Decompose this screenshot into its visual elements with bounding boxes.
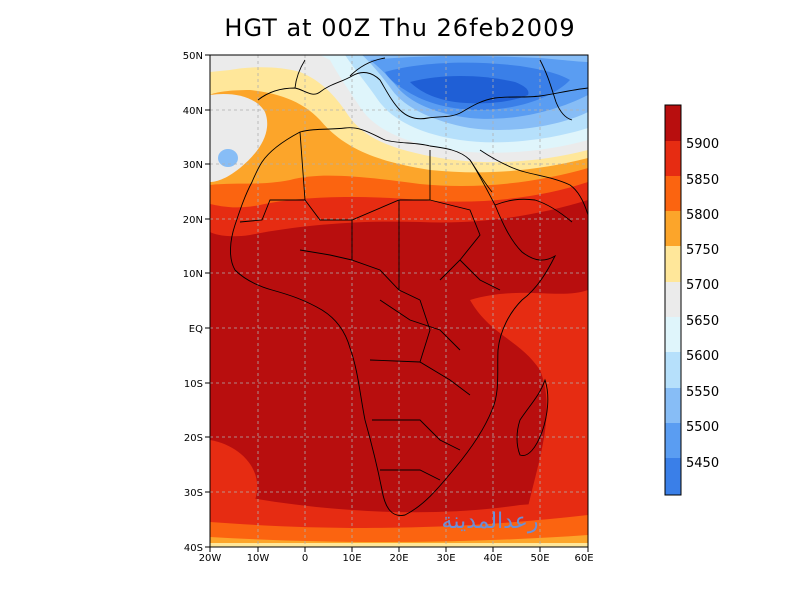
lat-label: 40N <box>183 106 203 117</box>
west-low <box>218 149 238 167</box>
colorbar-swatch <box>665 423 681 458</box>
colorbar-label: 5850 <box>686 173 719 188</box>
colorbar-swatch <box>665 317 681 352</box>
colorbar-swatch <box>665 352 681 388</box>
lon-label: 40E <box>483 553 502 564</box>
colorbar-label: 5500 <box>686 420 719 435</box>
lon-label: 0 <box>302 553 308 564</box>
lon-labels: 20W 10W 0 10E 20E 30E 40E 50E 60E <box>199 553 594 564</box>
colorbar-label: 5900 <box>686 137 719 152</box>
lat-label: EQ <box>189 324 203 335</box>
colorbar: 5450 5500 5550 5600 5650 5700 5750 5800 … <box>664 104 719 496</box>
band-core <box>410 76 529 104</box>
lat-labels: 50N 40N 30N 20N 10N EQ 10S 20S 30S 40S <box>183 51 203 554</box>
colorbar-label: 5700 <box>686 278 719 293</box>
lat-label: 10N <box>183 269 203 280</box>
lat-label: 50N <box>183 51 203 62</box>
lat-label: 10S <box>184 379 203 390</box>
colorbar-frame <box>664 104 682 496</box>
lon-label: 60E <box>574 553 593 564</box>
colorbar-label: 5600 <box>686 349 719 364</box>
ticks <box>205 54 589 552</box>
lat-label: 30N <box>183 160 203 171</box>
lon-label: 20E <box>389 553 408 564</box>
colorbar-swatch <box>665 176 681 211</box>
colorbar-label: 5750 <box>686 243 719 258</box>
lat-label: 40S <box>184 543 203 554</box>
colorbar-label: 5450 <box>686 456 719 471</box>
map-title: HGT at 00Z Thu 26feb2009 <box>224 14 576 42</box>
watermark-text: رعدالمدينة <box>442 509 539 534</box>
colorbar-label: 5800 <box>686 208 719 223</box>
colorbar-swatch <box>665 246 681 282</box>
coastlines <box>230 57 588 516</box>
lon-label: 10W <box>247 553 270 564</box>
band-5850-se <box>470 290 588 547</box>
colorbar-label: 5550 <box>686 385 719 400</box>
lon-label: 10E <box>342 553 361 564</box>
colorbar-swatch <box>665 211 681 246</box>
lat-label: 30S <box>184 488 203 499</box>
lat-label: 20S <box>184 433 203 444</box>
colorbar-label: 5650 <box>686 314 719 329</box>
colorbar-swatch <box>665 105 681 141</box>
lon-label: 30E <box>436 553 455 564</box>
colorbar-swatch <box>665 282 681 317</box>
lon-label: 20W <box>199 553 222 564</box>
colorbar-swatch <box>665 388 681 423</box>
band-5700-s <box>210 543 588 547</box>
colorbar-swatch <box>665 458 681 495</box>
colorbar-swatch <box>665 141 681 176</box>
lat-label: 20N <box>183 215 203 226</box>
lon-label: 50E <box>530 553 549 564</box>
band-5850-sw <box>210 440 258 505</box>
